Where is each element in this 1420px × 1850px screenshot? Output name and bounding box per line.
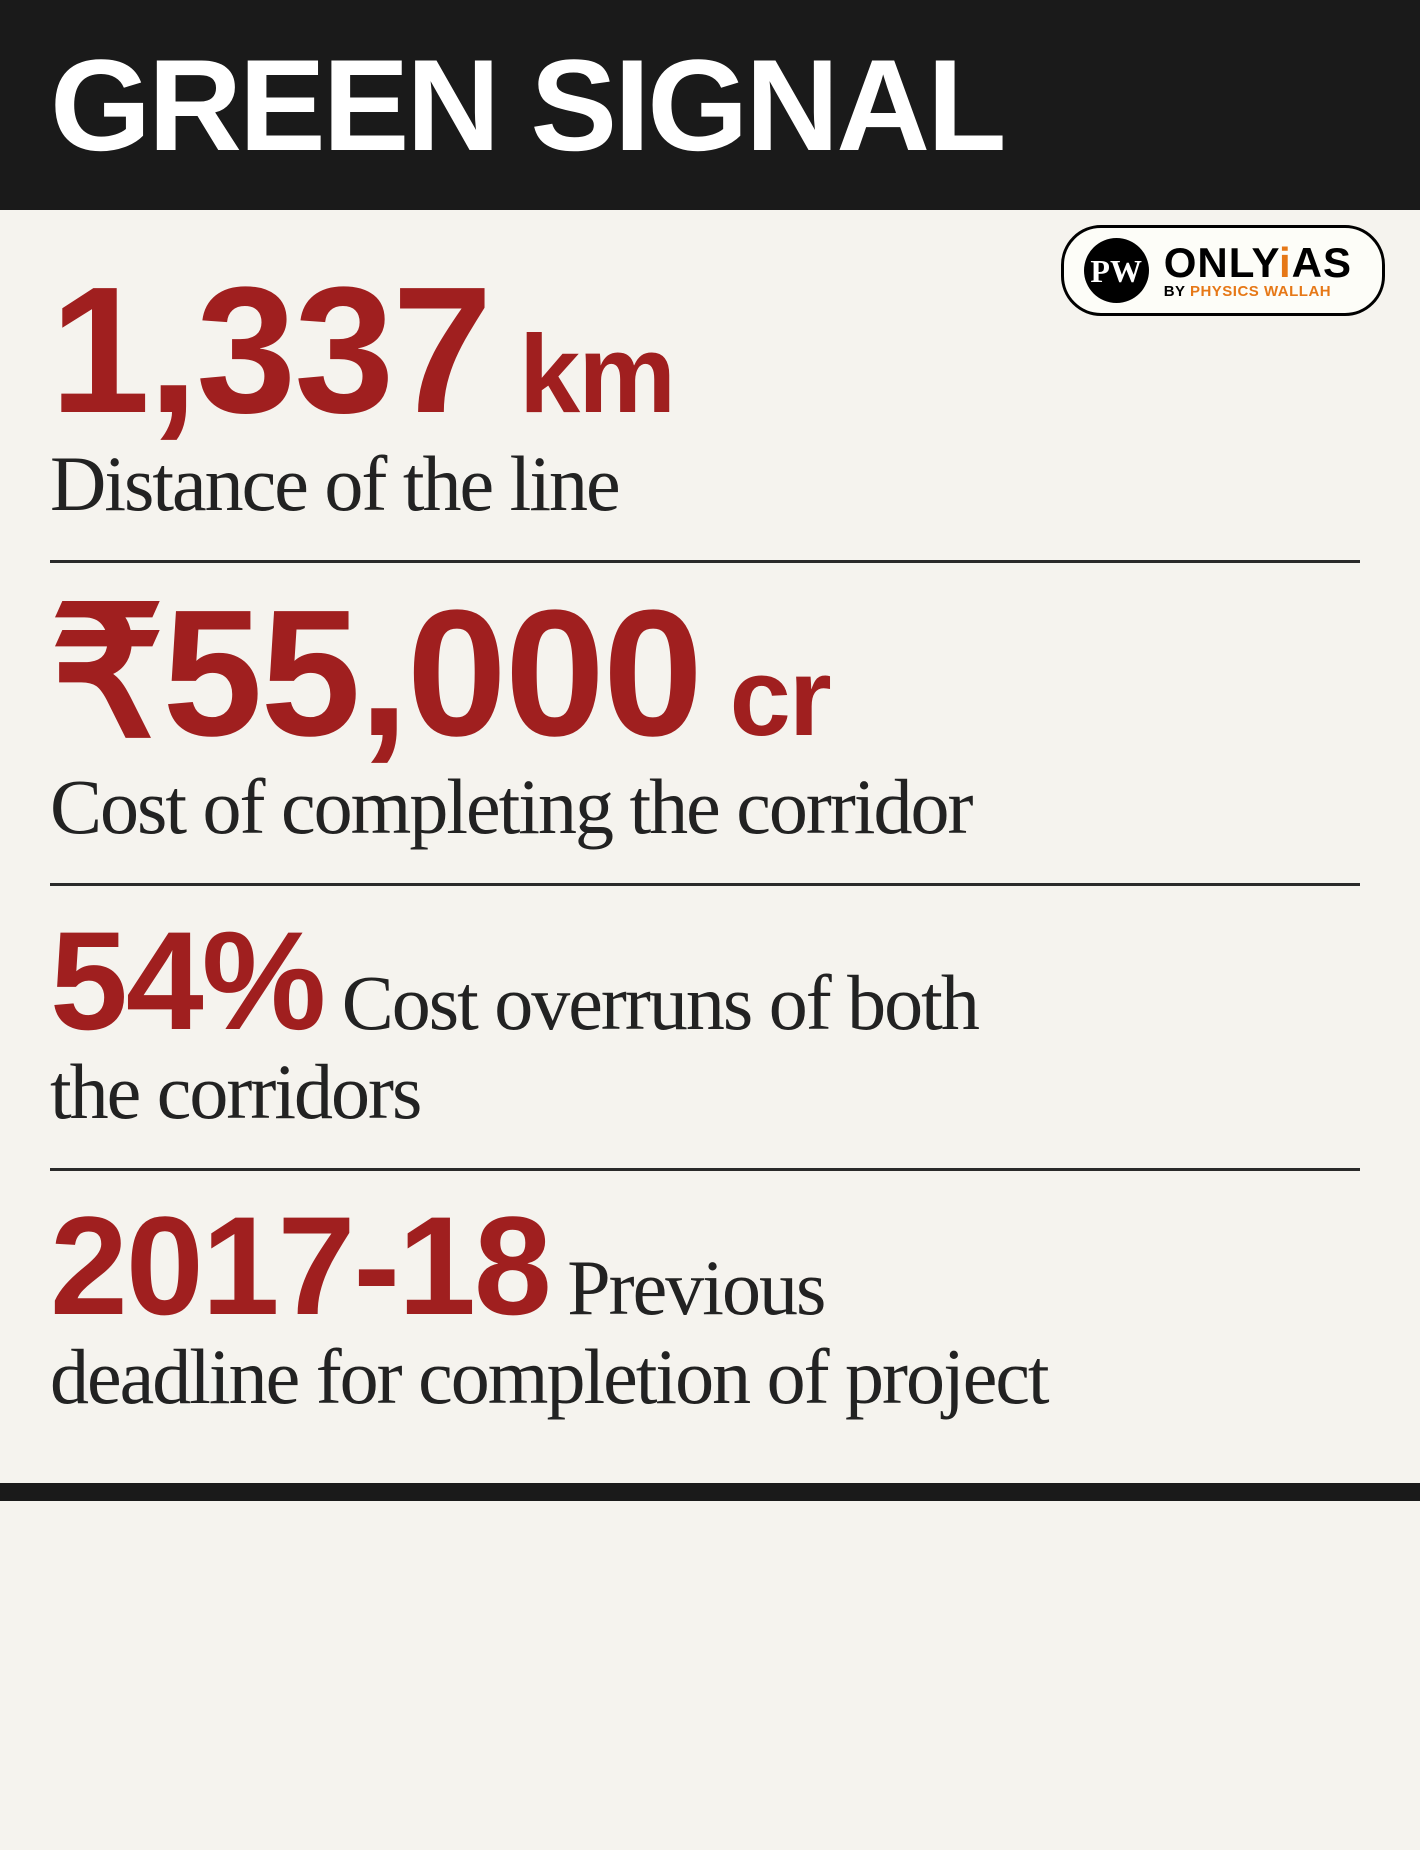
stat-unit: cr <box>701 636 830 759</box>
content-area: PW ONLYiAS BY PHYSICS WALLAH 1,337 km Di… <box>0 210 1420 1473</box>
bottom-bar <box>0 1483 1420 1501</box>
stat-block: 54% Cost overruns of both the corridors <box>50 886 1370 1168</box>
pw-logo-icon: PW <box>1084 238 1149 303</box>
page-title: GREEN SIGNAL <box>50 30 1370 180</box>
stat-block: ₹55,000 cr Cost of completing the corrid… <box>50 563 1370 883</box>
stat-unit: km <box>490 313 674 436</box>
stat-value-row: ₹55,000 cr <box>50 588 1370 761</box>
stat-inline-row: 54% Cost overruns of both <box>50 911 1370 1051</box>
stat-desc-line2: deadline for completion of project <box>50 1336 1370 1418</box>
brand-name: ONLYiAS <box>1164 242 1352 284</box>
brand-pre: ONLY <box>1164 239 1279 286</box>
stat-value: 54% <box>50 902 324 1059</box>
brand-byline: BY PHYSICS WALLAH <box>1164 284 1352 299</box>
logo-badge: PW ONLYiAS BY PHYSICS WALLAH <box>1061 225 1385 316</box>
brand-post: AS <box>1292 239 1352 286</box>
stat-desc-inline: Cost overruns of both <box>324 959 978 1046</box>
stat-block: 2017-18 Previous deadline for completion… <box>50 1171 1370 1453</box>
brand-dot: i <box>1279 239 1292 286</box>
stat-desc: Distance of the line <box>50 443 1370 525</box>
stat-desc: Cost of completing the corridor <box>50 766 1370 848</box>
stat-value: ₹55,000 <box>50 573 701 774</box>
stat-desc-inline: Previous <box>550 1244 825 1331</box>
byline-by: BY <box>1164 283 1190 300</box>
logo-text-block: ONLYiAS BY PHYSICS WALLAH <box>1164 242 1352 299</box>
header-bar: GREEN SIGNAL <box>0 0 1420 210</box>
stat-value: 2017-18 <box>50 1187 550 1344</box>
pw-initials: PW <box>1090 255 1142 287</box>
byline-name: PHYSICS WALLAH <box>1190 283 1331 300</box>
stat-value: 1,337 <box>50 250 490 451</box>
stat-desc-line2: the corridors <box>50 1051 1370 1133</box>
stat-inline-row: 2017-18 Previous <box>50 1196 1370 1336</box>
